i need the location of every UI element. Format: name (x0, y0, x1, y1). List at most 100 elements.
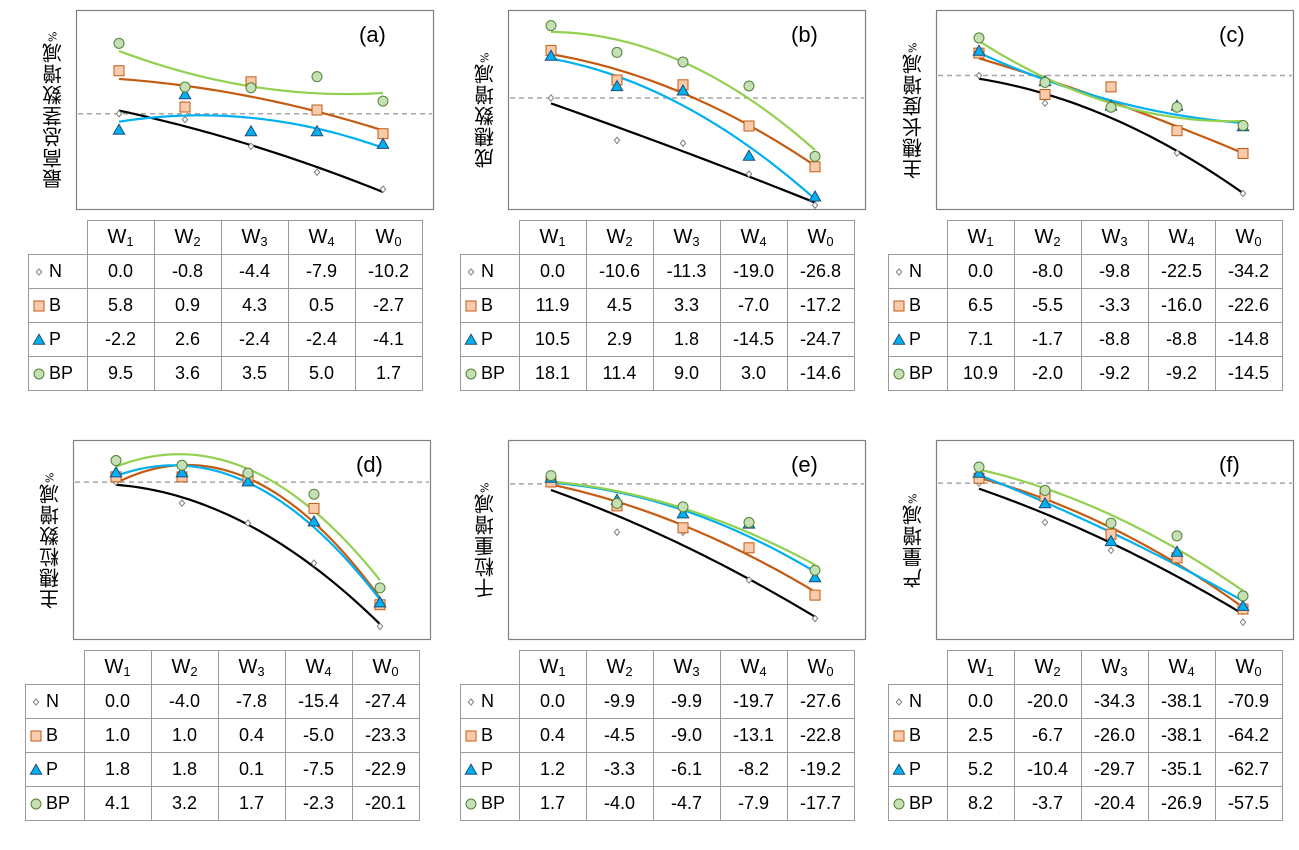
legend-marker-shape (467, 698, 475, 707)
data-point-n (613, 528, 621, 537)
data-point-p (610, 79, 624, 92)
table-column-header: W1 (83, 650, 152, 685)
table-cell: -2.3 (284, 786, 353, 821)
table-cell: -3.3 (585, 752, 654, 787)
table-corner (28, 220, 88, 255)
series-name: B (481, 725, 494, 745)
series-name: P (909, 759, 922, 779)
table-row-header: N (28, 254, 88, 289)
table-row: BP 10.9 -2.0 -9.2 -9.2 -14.5 (888, 356, 1283, 391)
legend-marker-shape (892, 763, 906, 775)
data-point-b (743, 120, 755, 132)
table-cell: -22.9 (351, 752, 420, 787)
data-point-p (972, 44, 986, 56)
table-cell: -6.7 (1013, 718, 1082, 753)
table-row: P 5.2 -10.4 -29.7 -35.1 -62.7 (888, 752, 1283, 787)
legend-marker-p (892, 763, 906, 775)
legend-marker-b (893, 730, 905, 742)
legend-marker-shape (893, 730, 905, 742)
data-point-bp (113, 37, 125, 49)
table-row: B 0.4 -4.5 -9.0 -13.1 -22.8 (460, 718, 855, 753)
series-name: P (46, 759, 59, 779)
series-name: B (909, 295, 922, 315)
table-cell: 4.3 (220, 288, 289, 323)
table-cell: -9.9 (652, 684, 721, 719)
table-column-header: W3 (1080, 220, 1149, 255)
data-point-n (811, 201, 819, 210)
table-cell: -7.9 (719, 786, 788, 821)
plot-area (935, 439, 1295, 641)
data-point-n (1041, 518, 1049, 527)
legend-marker-p (29, 763, 43, 775)
data-point-p (376, 137, 390, 149)
data-point-n (1173, 149, 1181, 158)
legend-marker-shape (467, 268, 475, 277)
legend-marker-bp (893, 368, 905, 380)
legend-marker-n (467, 268, 475, 277)
table-cell: -1.7 (1013, 322, 1082, 357)
table-row: BP 4.1 3.2 1.7 -2.3 -20.1 (25, 786, 420, 821)
table-row-header: N (460, 254, 520, 289)
table-cell: 9.5 (86, 356, 155, 391)
data-point-bp (809, 150, 821, 162)
table-cell: -10.2 (354, 254, 423, 289)
legend-marker-n (467, 698, 475, 707)
trend-line-n (550, 102, 816, 204)
data-point-bp (1237, 590, 1249, 602)
data-point-bp (545, 470, 557, 482)
table-column-header: W3 (1080, 650, 1149, 685)
trend-line-b (118, 77, 384, 132)
table-cell: -2.0 (1013, 356, 1082, 391)
data-point-p (175, 465, 189, 478)
table-column-header: W3 (220, 220, 289, 255)
data-point-bp (973, 32, 985, 44)
data-point-p (676, 84, 690, 96)
table-cell: -0.8 (153, 254, 222, 289)
series-name: N (481, 261, 494, 281)
table-row: N 0.0 -9.9 -9.9 -19.7 -27.6 (460, 684, 855, 719)
table-column-header: W4 (287, 220, 356, 255)
data-point-bp (973, 461, 985, 473)
table-cell: -5.0 (284, 718, 353, 753)
legend-marker-shape (892, 333, 906, 345)
data-point-bp (1171, 530, 1183, 542)
panel-label: (a) (359, 22, 386, 47)
table-row: N 0.0 -8.0 -9.8 -22.5 -34.2 (888, 254, 1283, 289)
table-column-header: W1 (518, 650, 587, 685)
data-point-bp (809, 564, 821, 576)
table-cell: 3.0 (719, 356, 788, 391)
plot-frame (507, 439, 867, 641)
table-cell: 18.1 (518, 356, 587, 391)
table-row: P -2.2 2.6 -2.4 -2.4 -4.1 (28, 322, 423, 357)
trend-line-n (550, 488, 816, 618)
table-cell: 0.4 (518, 718, 587, 753)
data-point-p (1236, 599, 1250, 611)
table-row-header: B (460, 718, 520, 753)
data-point-p (244, 124, 258, 137)
data-point-bp (311, 71, 323, 83)
data-point-bp (743, 516, 755, 528)
table-cell: -34.2 (1214, 254, 1283, 289)
data-point-n (679, 139, 687, 148)
data-point-p (544, 49, 558, 61)
panel-label: (d) (356, 452, 383, 477)
table-row-header: BP (460, 786, 520, 821)
table-column-header: W3 (652, 650, 721, 685)
series-name: N (909, 691, 922, 711)
series-name: N (46, 691, 59, 711)
series-name: BP (909, 793, 934, 813)
table-cell: -70.9 (1214, 684, 1283, 719)
series-name: BP (49, 363, 74, 383)
table-cell: -35.1 (1147, 752, 1216, 787)
table-column-header: W1 (86, 220, 155, 255)
table-cell: -16.0 (1147, 288, 1216, 323)
data-point-p (241, 474, 255, 487)
series-name: B (46, 725, 59, 745)
table-header-row: W1 W2 W3 W4 W0 (888, 220, 1283, 255)
data-point-b (179, 101, 191, 113)
table-corner (25, 650, 85, 685)
y-axis-label-text: 主穗粒数增减 (38, 482, 63, 609)
data-table: W1 W2 W3 W4 W0 N 0.0 -8.0 -9.8 -22.5 -34.2 B 6.5 -5.5… (888, 220, 1283, 391)
data-point-n (181, 115, 189, 124)
table-cell: -17.7 (786, 786, 855, 821)
